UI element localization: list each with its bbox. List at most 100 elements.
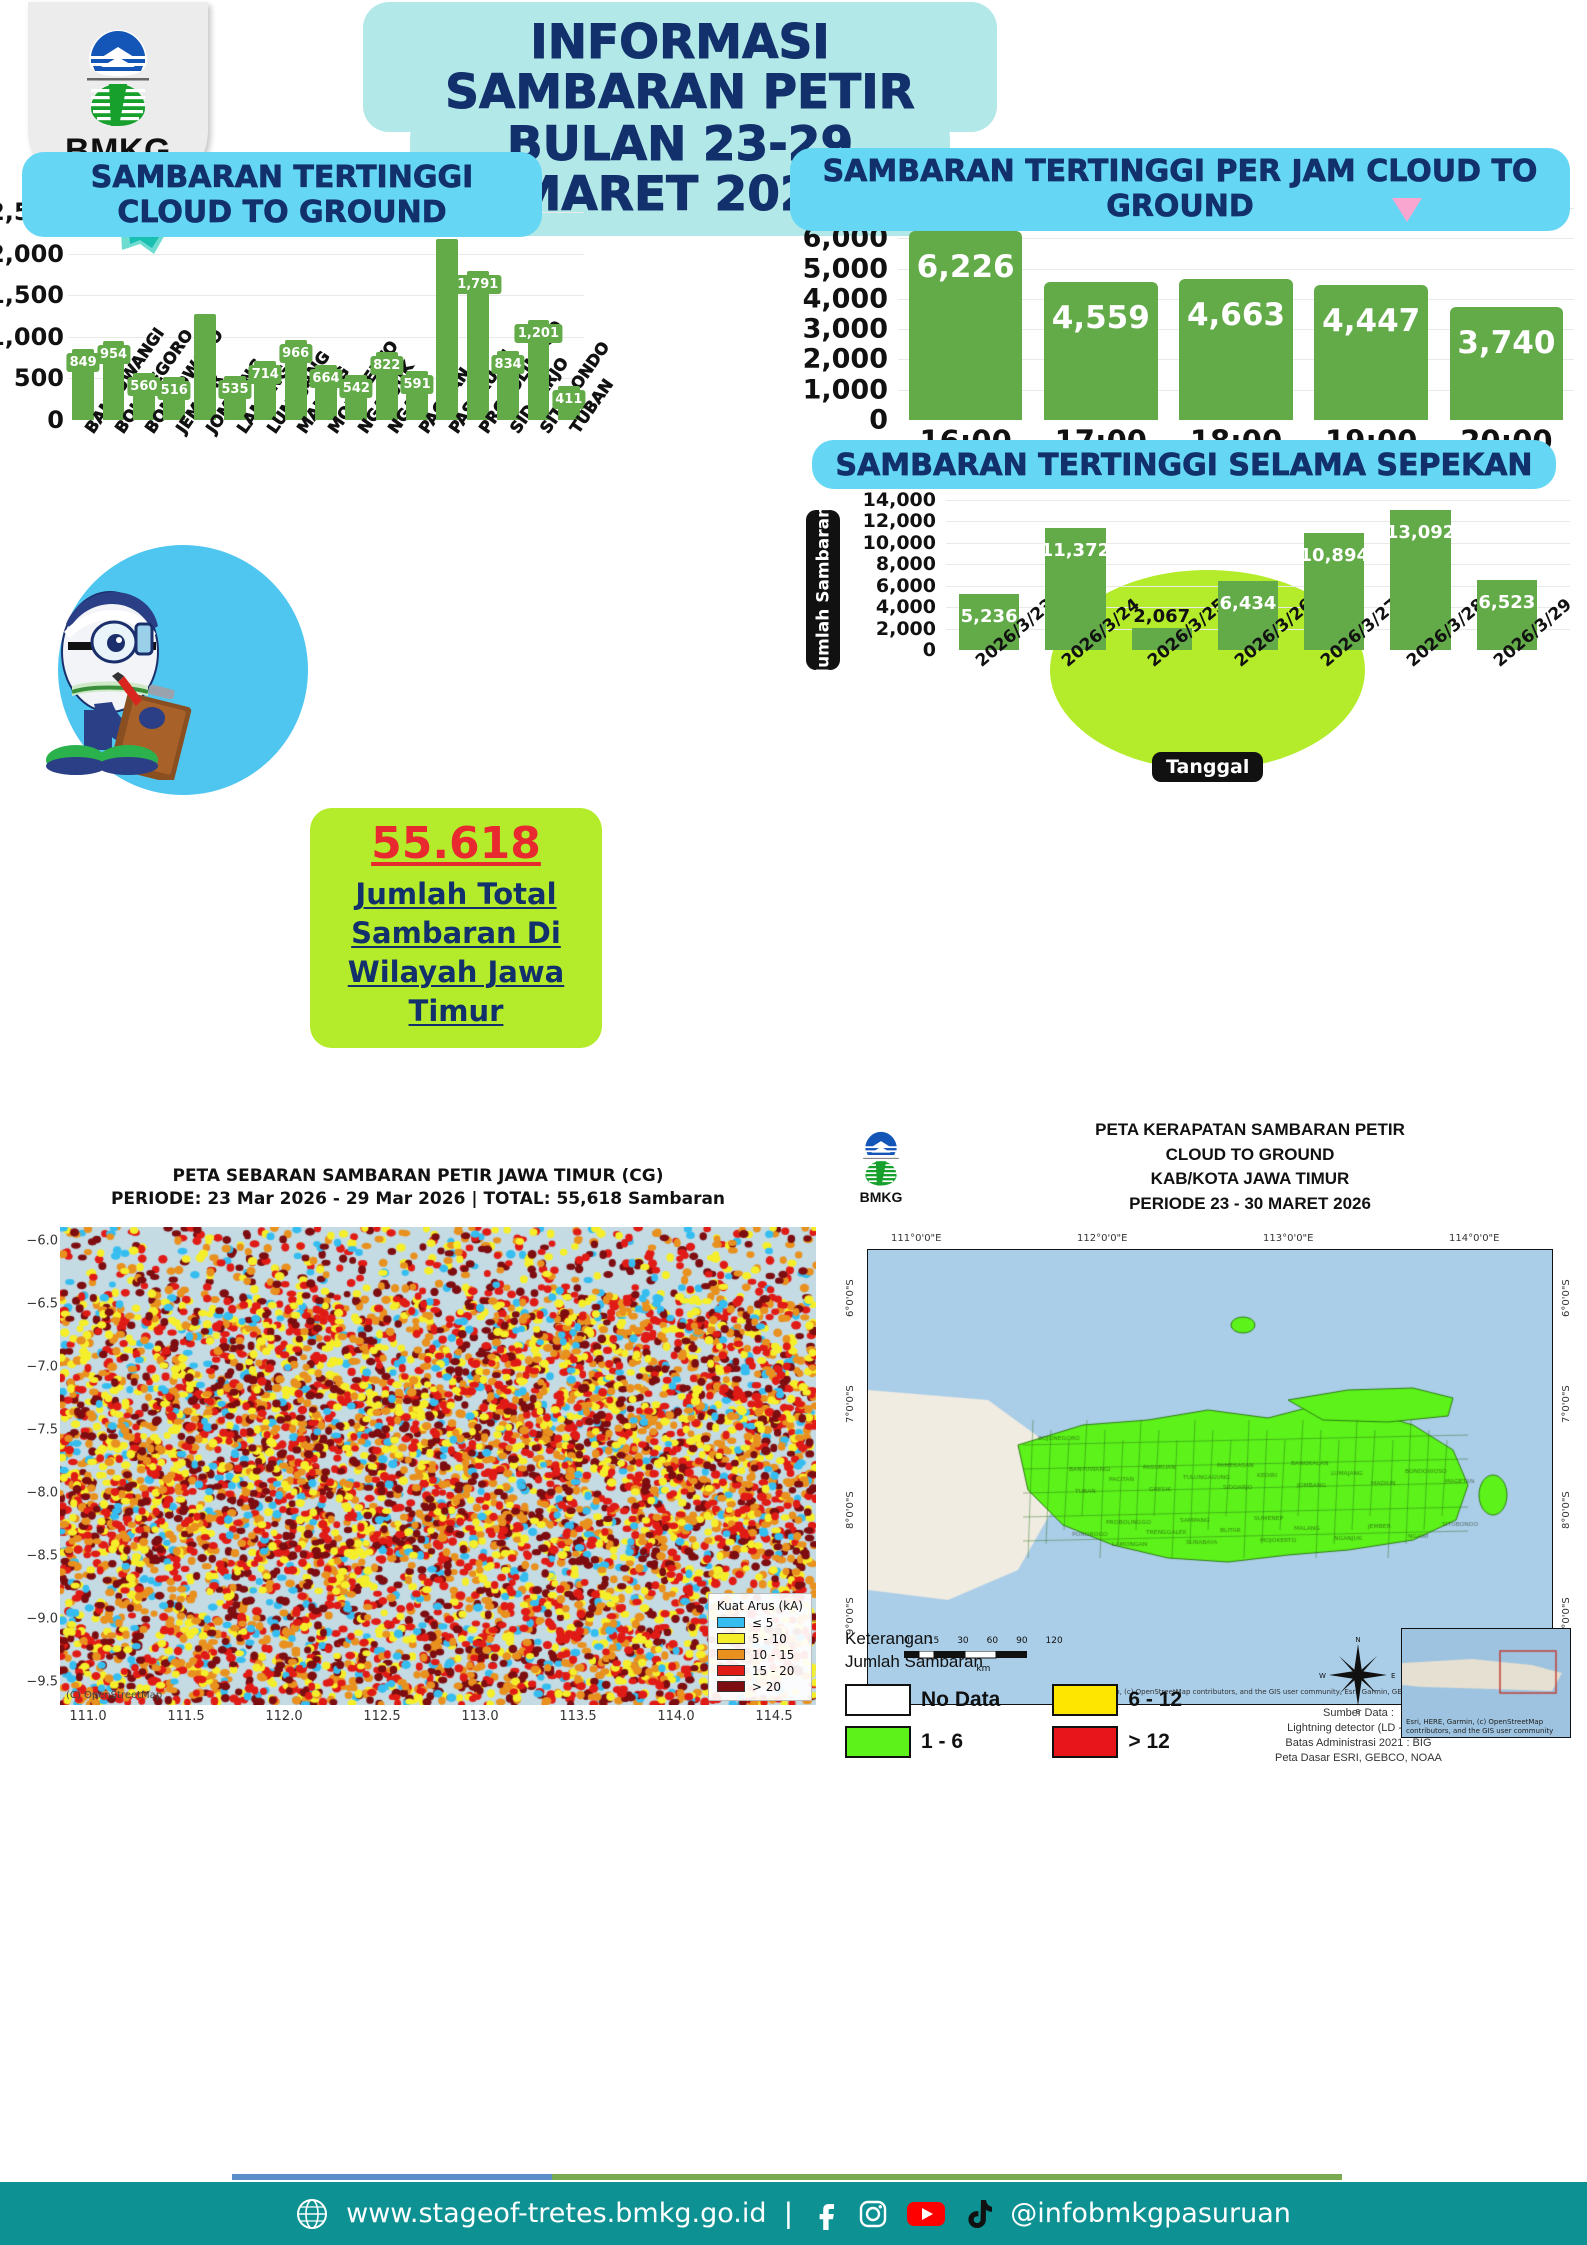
chart3-y-tick: 0	[922, 639, 936, 661]
chart1-bar[interactable]: 849	[66, 349, 100, 420]
chart1-gridline	[68, 336, 584, 338]
chart2-bar[interactable]: 6,226	[908, 231, 1023, 420]
chart1-bar[interactable]: 542	[339, 374, 373, 420]
chart3-gridline	[946, 542, 1570, 544]
chart1-bar[interactable]: 954	[96, 340, 131, 420]
source-line1: Sumber Data :	[1322, 1707, 1394, 1719]
globe-icon	[296, 2198, 328, 2230]
chart1-bar[interactable]: 664	[309, 364, 343, 420]
chart2-bar[interactable]: 3,740	[1449, 306, 1564, 420]
chart3-bar[interactable]: 10,894	[1300, 533, 1369, 650]
chart1-bar-value: 822	[370, 355, 404, 375]
chart3-y-tick: 8,000	[875, 553, 936, 576]
total-summary-box: 55.618 Jumlah Total Sambaran Di Wilayah …	[310, 808, 602, 1048]
chart1-bar[interactable]: 535	[218, 375, 252, 420]
inset-canvas	[1402, 1629, 1570, 1737]
kerapatan-legend-row: No Data	[845, 1683, 1001, 1716]
bmkg-logo-icon-small	[863, 1132, 899, 1186]
chart1-bar-value: 664	[309, 368, 343, 388]
map-lat-tick: −8.5	[26, 1548, 58, 1564]
main-title-box: INFORMASI SAMBARAN PETIR	[363, 2, 997, 132]
chart3-y-tick: 6,000	[875, 574, 936, 597]
map-kerapatan-title-line4: PERIODE 23 - 30 MARET 2026	[1129, 1193, 1371, 1213]
chart1-bar-value: 966	[279, 343, 313, 363]
chart1-bar[interactable]: 834	[491, 350, 525, 420]
scale-value: 0	[904, 1635, 910, 1646]
chart3-bar[interactable]: 2,067	[1131, 606, 1192, 650]
youtube-icon[interactable]	[906, 2199, 946, 2229]
chart2-y-tick: 4,000	[802, 283, 888, 315]
chart1-bar-value: 535	[218, 379, 252, 399]
footer-website-url[interactable]: www.stageof-tretes.bmkg.go.id	[346, 2198, 767, 2229]
legend-column-left: No Data 1 - 6	[845, 1683, 1001, 1758]
chart1-bar-value: 714	[248, 364, 282, 384]
chart1-y-tick: 2,000	[0, 239, 64, 268]
chart1-bar[interactable]: 560	[127, 373, 161, 420]
chart2-y-tick: 0	[869, 404, 888, 436]
heading-weekly: SAMBARAN TERTINGGI SELAMA SEPEKAN	[812, 440, 1556, 489]
chart2-y-tick: 2,000	[802, 343, 888, 375]
chart3-gridline	[946, 521, 1570, 523]
map-lon-tick-top: 114°0'0"E	[1449, 1232, 1500, 1244]
chart1-bar-value: 542	[339, 378, 373, 398]
chart3-bar[interactable]: 6,434	[1217, 581, 1279, 650]
chart3-bar[interactable]: 13,092	[1386, 509, 1455, 650]
legend-column-right: 6 - 12 > 12	[1052, 1683, 1182, 1758]
kerapatan-legend-label: 1 - 6	[921, 1729, 964, 1753]
chart3-bar-value: 6,523	[1478, 592, 1536, 614]
map-kerapatan-title: PETA KERAPATAN SAMBARAN PETIR CLOUD TO G…	[925, 1118, 1575, 1217]
map-lon-tick-top: 111°0'0"E	[891, 1232, 942, 1244]
kerapatan-legend-row: 1 - 6	[845, 1725, 1000, 1758]
map-kerapatan[interactable]: 111°0'0"E 112°0'0"E 113°0'0"E 114°0'0"E 6°0'…	[845, 1226, 1575, 1727]
scale-value: 15	[927, 1635, 940, 1646]
chart2-bar[interactable]: 4,559	[1044, 281, 1158, 420]
map-kerapatan-canvas[interactable]: 0 15 30 60 90 120 km Esri, HERE, Garmin, (c) …	[867, 1248, 1553, 1705]
chart1-bar[interactable]: 591	[400, 370, 434, 420]
chart3-bar[interactable]: 5,236	[958, 593, 1020, 650]
instagram-icon[interactable]	[858, 2199, 888, 2229]
map-lat-tick-right: 8°0'0"S	[1561, 1490, 1572, 1529]
bmkg-logo-icon	[87, 29, 149, 126]
chart-sepekan: Jumlah Sambaran 0 2,000 4,000 6,000 8,000 10,…	[800, 489, 1580, 790]
chart2-bar[interactable]: 4,447	[1314, 285, 1428, 420]
tiktok-icon[interactable]	[964, 2198, 993, 2230]
kerapatan-legend-swatch	[845, 1683, 911, 1716]
facebook-icon[interactable]	[810, 2198, 840, 2230]
footer-social-handle[interactable]: @infobmkgpasuruan	[1010, 2198, 1291, 2229]
chart1-bar-value: 954	[96, 344, 131, 364]
chart3-bar[interactable]: 11,372	[1041, 528, 1110, 650]
chart1-bar[interactable]	[436, 239, 459, 420]
chart1-bar[interactable]: 516	[157, 377, 191, 420]
chart2-gridline	[898, 268, 1574, 270]
chart1-bar[interactable]: 1,201	[514, 320, 563, 420]
map-kerapatan-wrapper: BMKG PETA KERAPATAN SAMBARAN PETIR CLOUD…	[845, 1118, 1575, 1764]
scale-value: 30	[957, 1635, 969, 1646]
compass-rose-icon: N S W E	[1319, 1636, 1395, 1716]
map-kerapatan-title-line2: CLOUD TO GROUND	[1165, 1144, 1335, 1164]
map-legend-label: 15 - 20	[751, 1663, 795, 1678]
chart2-bar[interactable]: 4,663	[1179, 278, 1293, 420]
map-lon-tick: 113.5	[559, 1708, 597, 1724]
chart1-bar[interactable]: 966	[279, 339, 313, 420]
map-kerapatan-title-line3: KAB/KOTA JAWA TIMUR	[1150, 1169, 1350, 1189]
chart3-bar-value: 5,236	[960, 605, 1018, 627]
chart1-bar[interactable]: 411	[552, 385, 586, 420]
chart1-bar[interactable]: 1,791	[454, 271, 502, 420]
chart1-bar-value: 1,791	[454, 275, 502, 294]
chart3-bar[interactable]: 6,523	[1476, 580, 1538, 650]
map-legend-row: > 20	[716, 1680, 803, 1694]
chart1-bar[interactable]: 714	[248, 360, 282, 420]
kerapatan-legend-label: No Data	[921, 1687, 1001, 1711]
map-legend-swatch	[716, 1649, 745, 1661]
map-kerapatan-header: BMKG PETA KERAPATAN SAMBARAN PETIR CLOUD…	[845, 1118, 1575, 1217]
chart1-bar[interactable]: 822	[370, 351, 404, 420]
chart3-gridline	[946, 500, 1570, 501]
scale-bar-icon	[904, 1650, 1027, 1659]
chart2-bar-value: 6,226	[916, 249, 1015, 286]
chart1-bar[interactable]	[193, 314, 216, 420]
chart3-y-tick: 10,000	[862, 531, 936, 554]
